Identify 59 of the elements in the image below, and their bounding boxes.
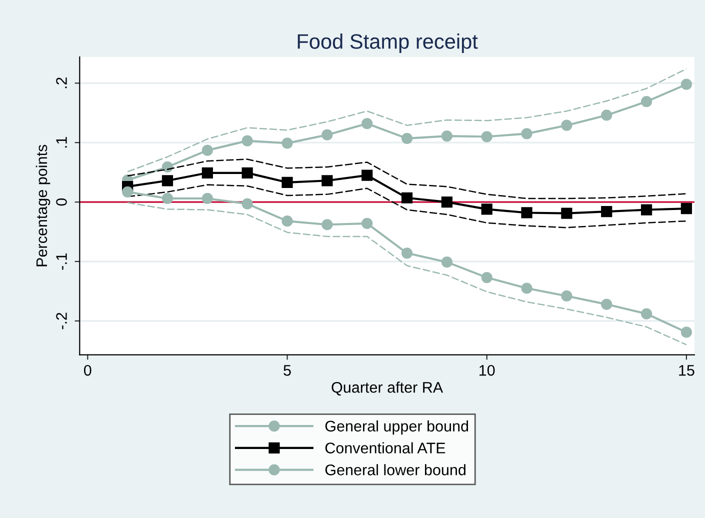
y-axis-title: Percentage points [36, 144, 50, 266]
x-tick-label: 0 [84, 364, 92, 376]
point [640, 204, 652, 216]
point [242, 167, 253, 178]
point [521, 207, 532, 218]
point [202, 144, 213, 156]
point [601, 110, 612, 121]
point [242, 198, 253, 210]
point [322, 129, 333, 140]
point [481, 204, 492, 215]
point [322, 219, 333, 230]
chart-title: Food Stamp receipt [298, 34, 478, 53]
point [441, 196, 452, 208]
point [640, 96, 652, 108]
point [282, 176, 293, 188]
point [640, 308, 652, 320]
point [521, 282, 532, 294]
y-tick-label: .2 [56, 78, 67, 88]
line-series [126, 68, 688, 172]
point [202, 167, 213, 178]
point [162, 175, 174, 186]
point [282, 138, 293, 149]
point [601, 298, 612, 310]
line-series [126, 202, 688, 346]
legend-label: General upper bound [325, 420, 468, 435]
point [362, 118, 373, 130]
x-tick-label: 10 [480, 364, 495, 376]
point [561, 290, 572, 302]
point [481, 272, 492, 284]
point [441, 130, 452, 142]
point [561, 120, 572, 131]
y-tick-label: 0 [56, 198, 67, 206]
point [401, 248, 413, 259]
x-tick-label: 15 [679, 365, 694, 376]
point [680, 326, 692, 338]
point [441, 256, 452, 268]
point [401, 192, 413, 204]
legend-label: Conventional ATE [325, 442, 446, 454]
legend-label: General lower bound [325, 464, 466, 476]
point [282, 216, 293, 227]
point [242, 135, 253, 146]
point [481, 131, 492, 142]
x-axis-title: Quarter after RA [332, 382, 444, 396]
y-tick-label: -.1 [56, 253, 67, 270]
y-tick-label: -.2 [56, 312, 67, 330]
point [362, 170, 373, 181]
point [601, 206, 612, 218]
point [680, 78, 692, 90]
point [322, 175, 333, 186]
point [362, 218, 373, 229]
point [162, 192, 174, 204]
point [202, 192, 213, 204]
point [561, 208, 572, 219]
x-tick-label: 5 [284, 365, 291, 376]
point [680, 203, 692, 214]
y-tick-label: .1 [56, 136, 67, 148]
point [521, 128, 532, 140]
point [401, 132, 413, 144]
point [122, 186, 134, 198]
